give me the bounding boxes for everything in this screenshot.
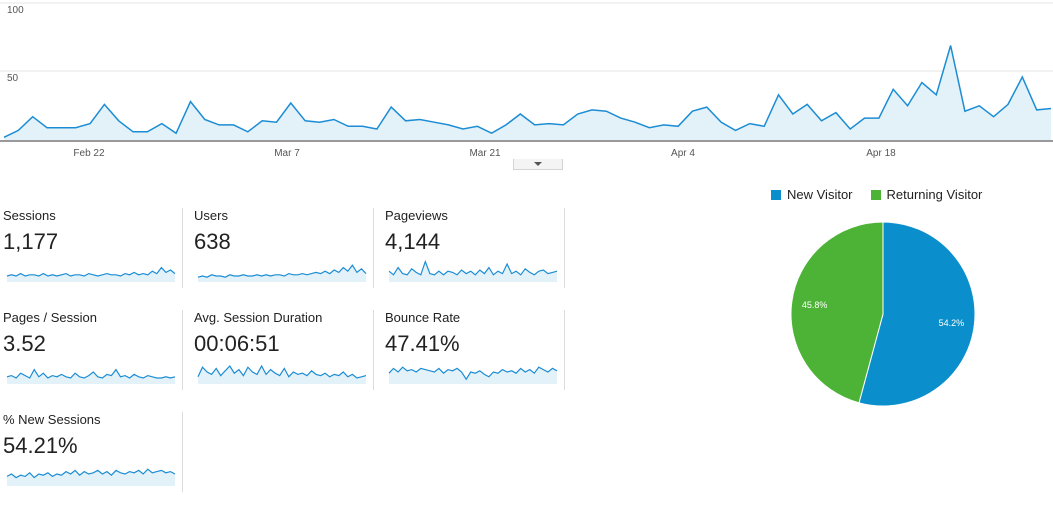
pie-slice-label: 45.8% (802, 300, 828, 310)
y-tick-label: 100 (7, 5, 24, 16)
x-axis-ticks: Feb 22 Mar 7 Mar 21 Apr 4 Apr 18 (73, 148, 896, 159)
metric-pageviews[interactable]: Pageviews 4,144 (385, 208, 565, 288)
sparkline (197, 264, 367, 282)
x-tick-label: Feb 22 (73, 148, 105, 159)
sparkline (6, 266, 176, 282)
chart-collapse-handle[interactable] (513, 159, 563, 170)
sparkline-area (7, 469, 175, 486)
metric-bounce-rate[interactable]: Bounce Rate 47.41% (385, 310, 565, 390)
pie-legend: New Visitor Returning Visitor (771, 187, 982, 202)
x-tick-label: Apr 4 (671, 148, 695, 159)
legend-swatch (771, 189, 781, 200)
metric-label: Bounce Rate (385, 310, 461, 325)
metric-users[interactable]: Users 638 (194, 208, 374, 288)
sparkline-area (198, 265, 366, 282)
metric-label: Avg. Session Duration (194, 310, 323, 325)
sparkline-area (389, 367, 557, 384)
sparkline-line (6, 468, 176, 479)
metric-new-sessions[interactable]: % New Sessions 54.21% (3, 412, 183, 492)
metric-label: Users (194, 208, 228, 223)
sparkline-area (198, 366, 366, 384)
legend-item-new-visitor[interactable]: New Visitor (771, 187, 853, 202)
sessions-over-time-chart: 100 50 Feb 22 Mar 7 Mar 21 Apr 4 Apr 18 (0, 2, 1053, 159)
metric-sessions[interactable]: Sessions 1,177 (3, 208, 183, 288)
sparkline-line (388, 366, 558, 381)
sparkline-line (6, 266, 176, 277)
x-tick-label: Mar 21 (469, 148, 501, 159)
chevron-down-icon (534, 162, 542, 166)
sparkline (388, 366, 558, 384)
visitor-type-pie-chart: 54.2% 45.8% (790, 221, 976, 407)
sparkline-area (389, 261, 557, 282)
sparkline-area (7, 369, 175, 384)
metric-value: 47.41% (385, 331, 460, 356)
y-tick-label: 50 (7, 73, 19, 84)
sessions-line (3, 45, 1052, 138)
metric-value: 638 (194, 229, 231, 254)
metric-label: Pageviews (385, 208, 448, 223)
legend-item-returning-visitor[interactable]: Returning Visitor (870, 187, 983, 202)
sparkline-line (197, 364, 367, 379)
sparkline-line (197, 264, 367, 278)
metric-value: 1,177 (3, 229, 59, 254)
legend-label: New Visitor (787, 187, 853, 202)
sparkline (197, 364, 367, 384)
metric-value: 4,144 (385, 229, 441, 254)
metric-avg-session-duration[interactable]: Avg. Session Duration 00:06:51 (194, 310, 374, 390)
pie-slice-label: 54.2% (939, 318, 965, 328)
sparkline (388, 259, 558, 282)
sparkline-line (6, 368, 176, 379)
metric-label: % New Sessions (3, 412, 101, 427)
legend-label: Returning Visitor (886, 187, 983, 202)
legend-swatch (870, 189, 881, 200)
pie-slice-returning-visitor[interactable] (790, 221, 884, 404)
metric-label: Pages / Session (3, 310, 97, 325)
metric-label: Sessions (3, 208, 56, 223)
x-tick-label: Apr 18 (866, 148, 896, 159)
metric-value: 54.21% (3, 433, 78, 458)
sessions-area (4, 45, 1051, 140)
x-tick-label: Mar 7 (274, 148, 300, 159)
sparkline-line (388, 259, 558, 276)
sparkline (6, 368, 176, 384)
pie-slice-new-visitor[interactable] (858, 221, 976, 407)
metric-value: 3.52 (3, 331, 46, 356)
metric-value: 00:06:51 (194, 331, 280, 356)
sparkline (6, 468, 176, 486)
metric-pages-per-session[interactable]: Pages / Session 3.52 (3, 310, 183, 390)
